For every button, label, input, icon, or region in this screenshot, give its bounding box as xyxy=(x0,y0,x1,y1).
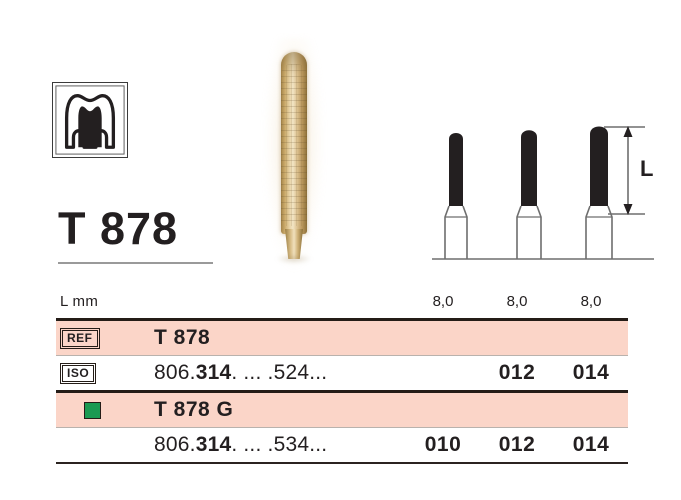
table-rule-3 xyxy=(56,427,628,428)
table-rule-2 xyxy=(56,390,628,393)
hero-bur-neck xyxy=(285,229,303,259)
hero-bur-grit-texture xyxy=(281,64,307,226)
iso-green-value-1: 010 xyxy=(424,433,462,456)
spec-table: L mm 8,0 8,0 8,0 REF T 878 ISO 806.314. … xyxy=(56,284,628,464)
iso-mid: . ... . xyxy=(231,361,274,384)
bur-diagram-3 xyxy=(585,126,613,259)
iso-tail: ... xyxy=(309,361,328,384)
table-row[interactable]: 806.314. ... .534... 010 012 014 xyxy=(56,428,628,462)
iso-prefix: 806. xyxy=(154,361,196,384)
table-row[interactable]: ISO 806.314. ... .524... 012 014 xyxy=(56,356,628,390)
table-rule-top xyxy=(56,318,628,321)
title-divider xyxy=(58,262,213,264)
iso-badge: ISO xyxy=(60,362,97,384)
length-dimension-annotation xyxy=(604,126,645,215)
iso-badge-label: ISO xyxy=(62,364,95,382)
hero-bur-tip-shading xyxy=(281,52,307,86)
iso-bold-segment: 314 xyxy=(195,433,232,456)
iso-green-value-3: 014 xyxy=(572,433,610,456)
table-rule-bottom xyxy=(56,462,628,464)
iso-prefix: 806. xyxy=(154,433,196,456)
header-length-value-1: 8,0 xyxy=(432,292,454,310)
iso-green-code-label: 806.314. ... .534... xyxy=(104,433,406,457)
hero-bur-head xyxy=(281,52,307,234)
table-rule-1 xyxy=(56,355,628,356)
bur-diagram-group: L xyxy=(432,112,662,268)
iso-mid: . ... . xyxy=(231,433,274,456)
ref-badge-label: REF xyxy=(62,329,98,347)
ref-badge: REF xyxy=(60,327,100,349)
table-header-row: L mm 8,0 8,0 8,0 xyxy=(56,284,628,318)
bur-diagram-2 xyxy=(516,130,542,259)
ref-badge-cell: REF xyxy=(56,327,104,349)
green-marker-cell xyxy=(56,401,104,419)
green-grit-square-icon xyxy=(84,401,101,419)
hero-bur-shadow xyxy=(276,256,312,263)
hero-bur-photo xyxy=(264,38,324,270)
header-length-label: L mm xyxy=(60,292,99,310)
iso-suffix: 534 xyxy=(273,433,310,456)
iso-badge-cell: ISO xyxy=(56,362,104,384)
page-title: T 878 xyxy=(58,203,179,254)
header-length-value-3: 8,0 xyxy=(580,292,602,310)
iso-value-2: 012 xyxy=(498,361,536,384)
table-row[interactable]: REF T 878 xyxy=(56,321,628,355)
tooth-icon-box xyxy=(52,82,128,158)
ref-code-label: T 878 xyxy=(154,326,211,349)
iso-code-label: 806.314. ... .524... xyxy=(104,361,406,385)
iso-green-value-2: 012 xyxy=(498,433,536,456)
iso-tail: ... xyxy=(309,433,328,456)
table-row[interactable]: T 878 G xyxy=(56,393,628,427)
bur-diagram-1 xyxy=(444,133,468,259)
iso-suffix: 524 xyxy=(273,361,310,384)
dimension-label-L: L xyxy=(640,156,653,181)
iso-value-3: 014 xyxy=(572,361,610,384)
ref-green-code-label: T 878 G xyxy=(154,398,234,421)
molar-tooth-preparation-icon xyxy=(55,85,125,155)
header-length-value-2: 8,0 xyxy=(506,292,528,310)
iso-bold-segment: 314 xyxy=(195,361,232,384)
